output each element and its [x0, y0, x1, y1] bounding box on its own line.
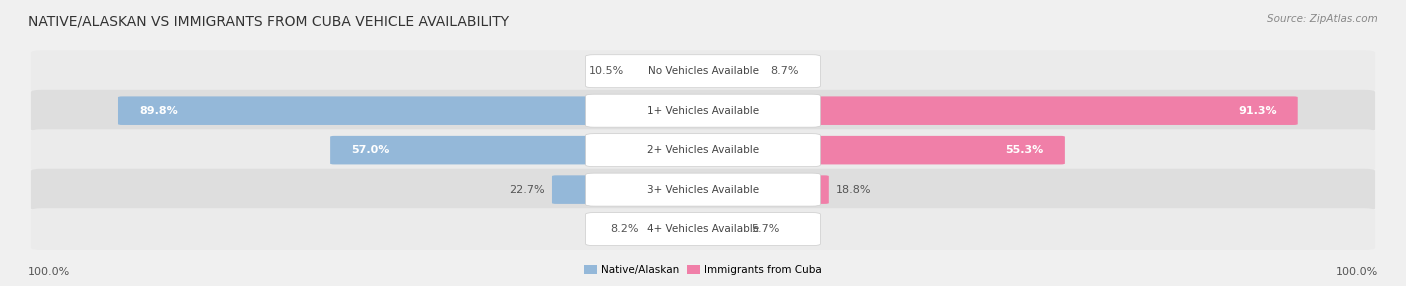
- FancyBboxPatch shape: [585, 173, 821, 206]
- FancyBboxPatch shape: [31, 129, 1375, 171]
- FancyBboxPatch shape: [585, 55, 821, 88]
- Text: Source: ZipAtlas.com: Source: ZipAtlas.com: [1267, 14, 1378, 24]
- FancyBboxPatch shape: [31, 90, 1375, 132]
- Text: 1+ Vehicles Available: 1+ Vehicles Available: [647, 106, 759, 116]
- Text: 8.7%: 8.7%: [770, 66, 799, 76]
- Text: 100.0%: 100.0%: [1336, 267, 1378, 277]
- FancyBboxPatch shape: [699, 57, 763, 86]
- FancyBboxPatch shape: [585, 94, 821, 127]
- Text: 2+ Vehicles Available: 2+ Vehicles Available: [647, 145, 759, 155]
- FancyBboxPatch shape: [31, 50, 1375, 92]
- FancyBboxPatch shape: [553, 175, 707, 204]
- FancyBboxPatch shape: [699, 175, 828, 204]
- Text: 5.7%: 5.7%: [751, 224, 779, 234]
- Text: 22.7%: 22.7%: [509, 185, 546, 194]
- Text: No Vehicles Available: No Vehicles Available: [648, 66, 758, 76]
- Text: 3+ Vehicles Available: 3+ Vehicles Available: [647, 185, 759, 194]
- Text: 57.0%: 57.0%: [352, 145, 389, 155]
- FancyBboxPatch shape: [699, 215, 744, 243]
- FancyBboxPatch shape: [645, 215, 707, 243]
- Text: 100.0%: 100.0%: [28, 267, 70, 277]
- FancyBboxPatch shape: [699, 136, 1064, 164]
- FancyBboxPatch shape: [330, 136, 707, 164]
- FancyBboxPatch shape: [585, 212, 821, 246]
- Text: 8.2%: 8.2%: [610, 224, 638, 234]
- Text: 89.8%: 89.8%: [139, 106, 177, 116]
- Text: 91.3%: 91.3%: [1239, 106, 1277, 116]
- Text: 10.5%: 10.5%: [589, 66, 624, 76]
- FancyBboxPatch shape: [31, 208, 1375, 250]
- Text: NATIVE/ALASKAN VS IMMIGRANTS FROM CUBA VEHICLE AVAILABILITY: NATIVE/ALASKAN VS IMMIGRANTS FROM CUBA V…: [28, 14, 509, 28]
- Text: 4+ Vehicles Available: 4+ Vehicles Available: [647, 224, 759, 234]
- Text: 18.8%: 18.8%: [835, 185, 872, 194]
- FancyBboxPatch shape: [631, 57, 707, 86]
- FancyBboxPatch shape: [118, 96, 707, 125]
- FancyBboxPatch shape: [585, 134, 821, 167]
- Legend: Native/Alaskan, Immigrants from Cuba: Native/Alaskan, Immigrants from Cuba: [583, 265, 823, 275]
- FancyBboxPatch shape: [31, 169, 1375, 210]
- FancyBboxPatch shape: [699, 96, 1298, 125]
- Text: 55.3%: 55.3%: [1005, 145, 1043, 155]
